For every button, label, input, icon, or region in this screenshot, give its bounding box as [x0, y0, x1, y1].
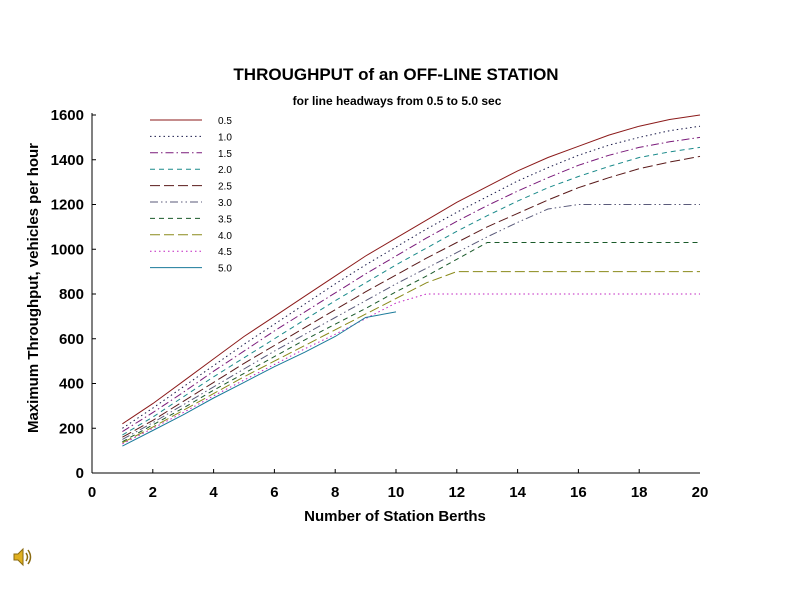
series-line-3-5 [122, 242, 700, 443]
legend-label: 1.5 [218, 149, 232, 160]
x-tick-label: 16 [570, 484, 587, 501]
legend-label: 3.5 [218, 214, 232, 225]
series-line-1-5 [122, 136, 701, 433]
y-axis-label: Maximum Throughput, vehicles per hour [25, 143, 42, 433]
y-tick-label: 0 [76, 465, 84, 482]
chart-subtitle: for line headways from 0.5 to 5.0 sec [293, 94, 502, 108]
series-line-2-5 [122, 155, 701, 438]
legend: 0.5 1.0 1.5 2.0 2.5 3.0 3.5 4.0 4.5 5.0 [150, 116, 232, 275]
x-tick-label: 0 [88, 484, 96, 501]
speaker-icon[interactable] [12, 546, 34, 568]
x-tick-label: 14 [509, 484, 526, 501]
y-tick-label: 1600 [51, 107, 84, 124]
legend-label: 5.0 [218, 264, 232, 275]
chart-title: THROUGHPUT of an OFF-LINE STATION [233, 65, 558, 84]
x-tick-label: 20 [692, 484, 709, 501]
x-tick-label: 8 [331, 484, 339, 501]
x-tick-label: 6 [270, 484, 278, 501]
legend-label: 2.5 [218, 182, 232, 193]
legend-label: 4.5 [218, 247, 232, 258]
legend-label: 3.0 [218, 198, 232, 209]
x-tick-label: 4 [209, 484, 218, 501]
legend-label: 4.0 [218, 231, 232, 242]
y-tick-label: 400 [59, 376, 84, 393]
y-tick-label: 600 [59, 331, 84, 348]
speaker-icon-graphic [13, 547, 32, 567]
x-tick-label: 18 [631, 484, 648, 501]
axes: 0 2 4 6 8 10 12 14 16 18 2002004006008001000120014… [51, 107, 709, 501]
y-tick-label: 1000 [51, 241, 84, 258]
x-tick-label: 12 [448, 484, 465, 501]
legend-label: 2.0 [218, 165, 232, 176]
y-tick-label: 1400 [51, 152, 84, 169]
x-tick-label: 10 [388, 484, 405, 501]
x-axis-label: Number of Station Berths [304, 508, 486, 525]
series-line-1-0 [122, 125, 701, 429]
x-tick-label: 2 [149, 484, 157, 501]
series-line-0-5 [122, 114, 701, 425]
y-tick-label: 1200 [51, 197, 84, 214]
series-line-4-5 [122, 293, 700, 445]
series-line-5-0 [122, 311, 397, 447]
legend-label: 1.0 [218, 132, 232, 143]
legend-label: 0.5 [218, 116, 232, 127]
y-tick-label: 800 [59, 286, 84, 303]
series-line-2-0 [122, 146, 701, 436]
y-tick-label: 200 [59, 420, 84, 437]
series-line-3-0 [122, 204, 700, 440]
series-layer [122, 114, 701, 447]
series-line-4-0 [122, 271, 700, 444]
